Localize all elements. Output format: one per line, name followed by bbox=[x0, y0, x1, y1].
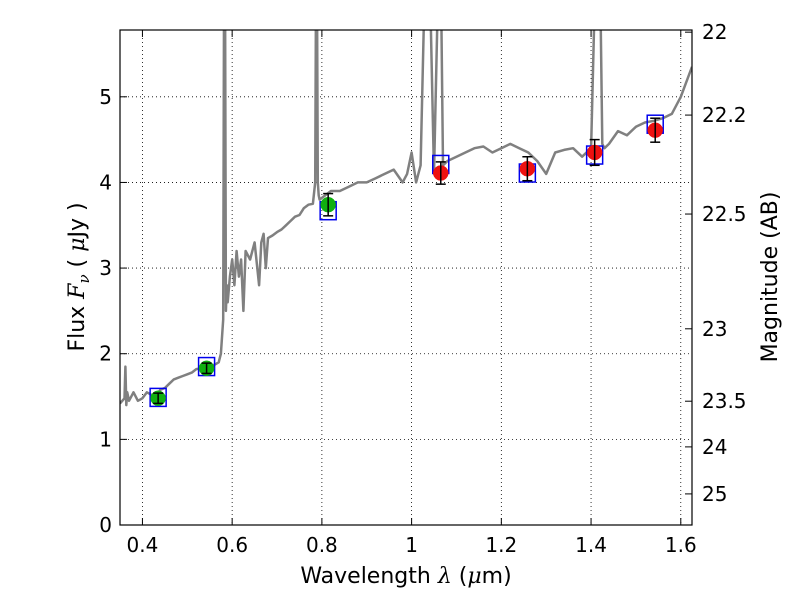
right-tick-label: 22.5 bbox=[702, 202, 747, 226]
right-tick-label: 23.5 bbox=[702, 389, 747, 413]
model-sed-line bbox=[120, 30, 692, 407]
y-tick-label: 3 bbox=[99, 256, 112, 280]
y-axis-label-subscript: ν bbox=[75, 274, 93, 283]
right-tick-label: 24 bbox=[702, 435, 727, 459]
x-axis-label: Wavelength λ (μm) bbox=[300, 564, 511, 589]
grid-lines bbox=[120, 30, 692, 525]
y-axis-label-unit: μ bbox=[65, 238, 90, 252]
tick-marks bbox=[120, 30, 692, 526]
x-tick-label: 1.6 bbox=[665, 533, 697, 557]
right-tick-label: 22 bbox=[702, 20, 727, 44]
y-axis-label: Flux Fν ( μJy ) bbox=[65, 202, 93, 351]
y-axis-label-unit-close: Jy ) bbox=[65, 202, 90, 239]
x-tick-label: 0.4 bbox=[127, 533, 159, 557]
photometry-point-group bbox=[319, 192, 337, 221]
x-axis-label-unit-close: m) bbox=[482, 564, 512, 589]
x-tick-label: 0.6 bbox=[216, 533, 248, 557]
y-tick-label: 0 bbox=[99, 513, 112, 537]
y-tick-label: 1 bbox=[99, 427, 112, 451]
y-tick-label: 2 bbox=[99, 342, 112, 366]
right-tick-label: 22.2 bbox=[702, 103, 747, 127]
photometry-point-group bbox=[646, 114, 664, 143]
photometry-point-group bbox=[585, 138, 604, 167]
x-tick-label: 0.8 bbox=[306, 533, 338, 557]
x-tick-label: 1.2 bbox=[485, 533, 517, 557]
right-tick-label: 25 bbox=[702, 482, 727, 506]
x-axis-label-unit: μ bbox=[467, 564, 481, 589]
photometry-point-group bbox=[518, 155, 537, 183]
photometry-point-group bbox=[197, 356, 216, 377]
right-axis-label: Magnitude (AB) bbox=[758, 192, 783, 363]
model-flux-box bbox=[149, 387, 167, 408]
right-tick-labels: 22 22.2 22.5 23 23.5 24 25 bbox=[702, 20, 747, 506]
photometry-point-group bbox=[432, 154, 450, 185]
y-tick-label: 4 bbox=[99, 170, 112, 194]
y-tick-label: 5 bbox=[99, 85, 112, 109]
x-axis-label-prefix: Wavelength bbox=[300, 564, 438, 589]
x-axis-label-symbol: λ bbox=[437, 564, 452, 589]
x-tick-label: 1.4 bbox=[575, 533, 607, 557]
y-axis-label-prefix: Flux bbox=[65, 299, 90, 352]
y-axis-label-symbol: F bbox=[65, 283, 90, 300]
right-tick-label: 23 bbox=[702, 317, 727, 341]
plot-frame bbox=[119, 29, 693, 526]
y-axis-label-unit-open: ( bbox=[65, 252, 90, 275]
photometry-layer bbox=[149, 114, 664, 408]
y-tick-labels: 0 1 2 3 4 5 bbox=[99, 85, 112, 537]
x-tick-label: 1 bbox=[405, 533, 418, 557]
series-layer bbox=[120, 30, 692, 407]
x-tick-labels: 0.4 0.6 0.8 1 1.2 1.4 1.6 bbox=[127, 533, 697, 557]
x-axis-label-unit-open: ( bbox=[452, 564, 468, 589]
photometry-point-group bbox=[149, 387, 167, 408]
